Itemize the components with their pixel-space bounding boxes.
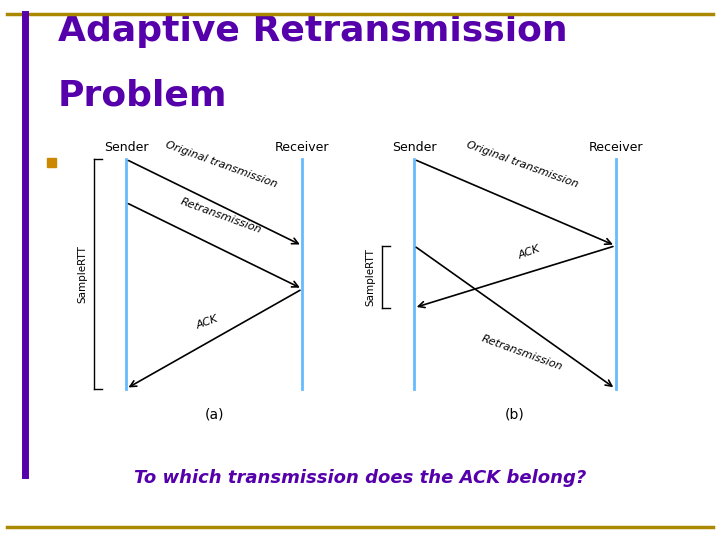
Text: Sender: Sender [392,141,436,154]
Text: (a): (a) [204,408,224,422]
Text: Original transmission: Original transmission [464,139,580,189]
Text: SampleRTT: SampleRTT [78,245,88,303]
Text: Problem: Problem [58,78,227,112]
Text: Receiver: Receiver [275,141,330,154]
Bar [47,158,56,167]
Text: ACK: ACK [517,244,541,261]
Text: SampleRTT: SampleRTT [366,248,376,306]
Text: Receiver: Receiver [588,141,643,154]
Text: Retransmission: Retransmission [179,196,264,235]
Text: Retransmission: Retransmission [480,333,564,372]
Text: Adaptive Retransmission: Adaptive Retransmission [58,14,567,48]
Text: To which transmission does the ACK belong?: To which transmission does the ACK belon… [134,469,586,487]
Text: Original transmission: Original transmission [164,139,279,189]
Text: Sender: Sender [104,141,148,154]
Text: (b): (b) [505,408,525,422]
Text: ACK: ACK [194,314,220,330]
